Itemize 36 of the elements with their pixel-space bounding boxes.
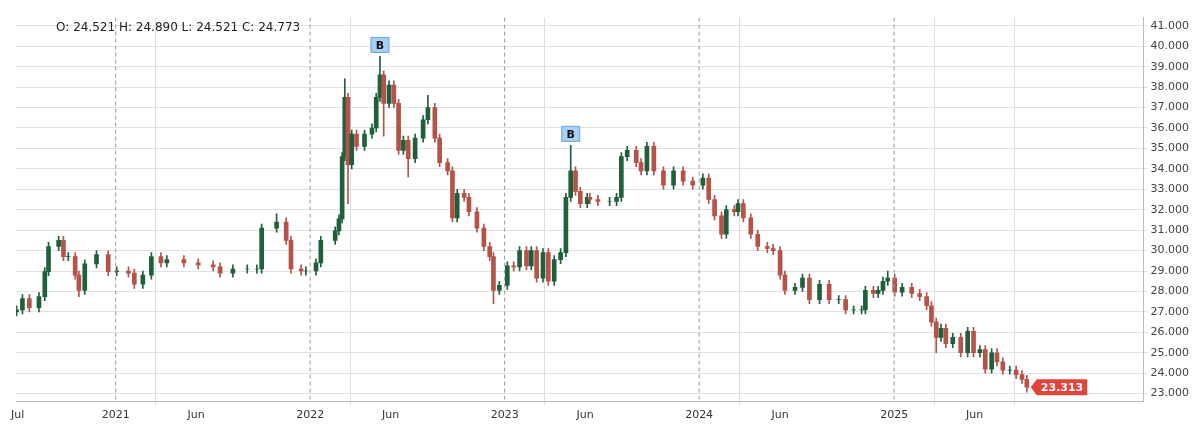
y-tick-label: 27.000 bbox=[1150, 304, 1190, 318]
annotation: B bbox=[566, 127, 575, 141]
y-tick-label: 28.000 bbox=[1150, 284, 1190, 298]
x-tick-label: Jun bbox=[186, 408, 205, 422]
y-tick-label: 41.000 bbox=[1150, 18, 1190, 32]
y-tick-label: 32.000 bbox=[1150, 202, 1190, 216]
annotation: 23.313 bbox=[1040, 381, 1084, 395]
y-tick-label: 29.000 bbox=[1150, 263, 1190, 277]
x-tick-label: Jun bbox=[575, 408, 594, 422]
x-tick-label: 2022 bbox=[296, 408, 325, 422]
y-tick-label: 31.000 bbox=[1150, 223, 1190, 236]
x-tick-label: 2023 bbox=[490, 408, 519, 422]
y-tick-label: 25.000 bbox=[1150, 345, 1190, 359]
candlestick bbox=[65, 252, 71, 262]
x-tick-label: Jun bbox=[770, 408, 789, 422]
x-tick-label: 2025 bbox=[880, 408, 909, 422]
y-tick-label: 39.000 bbox=[1150, 59, 1190, 73]
y-tick-label: 24.000 bbox=[1150, 366, 1190, 380]
y-tick-label: 23.000 bbox=[1150, 386, 1190, 400]
y-tick-label: 36.000 bbox=[1150, 120, 1190, 134]
x-tick-label: Jun bbox=[965, 408, 984, 422]
y-tick-label: 30.000 bbox=[1150, 243, 1190, 257]
y-tick-label: 37.000 bbox=[1150, 100, 1190, 114]
y-tick-label: 40.000 bbox=[1150, 39, 1190, 53]
y-tick-label: 35.000 bbox=[1150, 141, 1190, 155]
y-tick-label: 38.000 bbox=[1150, 79, 1190, 93]
y-tick-label: 26.000 bbox=[1150, 325, 1190, 339]
y-tick-label: 34.000 bbox=[1150, 161, 1190, 175]
x-tick-label: Jul bbox=[10, 408, 25, 422]
x-tick-label: 2021 bbox=[101, 408, 130, 422]
candlestick bbox=[836, 295, 842, 305]
y-tick-label: 33.000 bbox=[1150, 182, 1190, 196]
x-tick-label: Jun bbox=[381, 408, 400, 422]
annotation: O: 24.521 H: 24.890 L: 24.521 C: 24.773 bbox=[56, 19, 301, 34]
annotation: B bbox=[375, 38, 385, 52]
x-tick-label: 2024 bbox=[685, 408, 714, 422]
